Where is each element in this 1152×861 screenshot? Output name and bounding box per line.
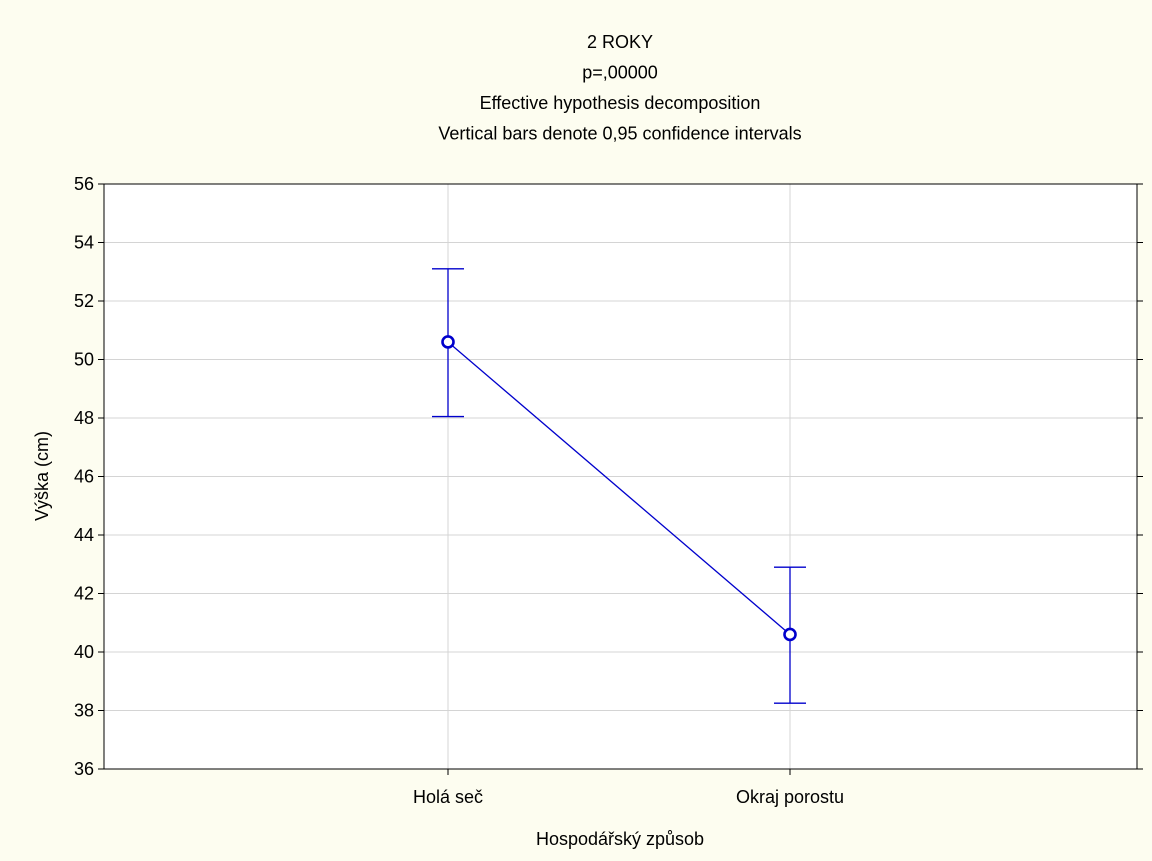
y-tick-label: 42 bbox=[74, 584, 94, 604]
data-point bbox=[783, 627, 797, 642]
chart-title: 2 ROKY p=,00000 Effective hypothesis decom… bbox=[438, 32, 801, 144]
y-tick-label: 46 bbox=[74, 467, 94, 487]
x-tick-label: Holá seč bbox=[413, 787, 483, 807]
series-layer bbox=[432, 268, 806, 704]
y-tick-label: 36 bbox=[74, 759, 94, 779]
title-line-3: Effective hypothesis decomposition bbox=[480, 93, 761, 113]
y-tick-label: 44 bbox=[74, 525, 94, 545]
y-tick-label: 48 bbox=[74, 408, 94, 428]
x-axis: Holá seč Okraj porostu bbox=[413, 769, 844, 807]
y-tick-label: 52 bbox=[74, 291, 94, 311]
title-line-1: 2 ROKY bbox=[587, 32, 653, 52]
title-line-2: p=,00000 bbox=[582, 63, 658, 83]
y-axis: 36 38 40 42 44 46 48 50 52 54 56 bbox=[74, 174, 1143, 779]
y-tick-label: 56 bbox=[74, 174, 94, 194]
y-tick-label: 38 bbox=[74, 701, 94, 721]
x-axis-title: Hospodářský způsob bbox=[536, 829, 704, 849]
series-line bbox=[447, 341, 791, 635]
data-point bbox=[441, 335, 455, 349]
y-tick-label: 50 bbox=[74, 350, 94, 370]
y-tick-label: 54 bbox=[74, 233, 94, 253]
y-axis-title: Výška (cm) bbox=[32, 431, 52, 521]
x-tick-label: Okraj porostu bbox=[736, 787, 844, 807]
y-tick-label: 40 bbox=[74, 642, 94, 662]
title-line-4: Vertical bars denote 0,95 confidence int… bbox=[438, 124, 801, 144]
